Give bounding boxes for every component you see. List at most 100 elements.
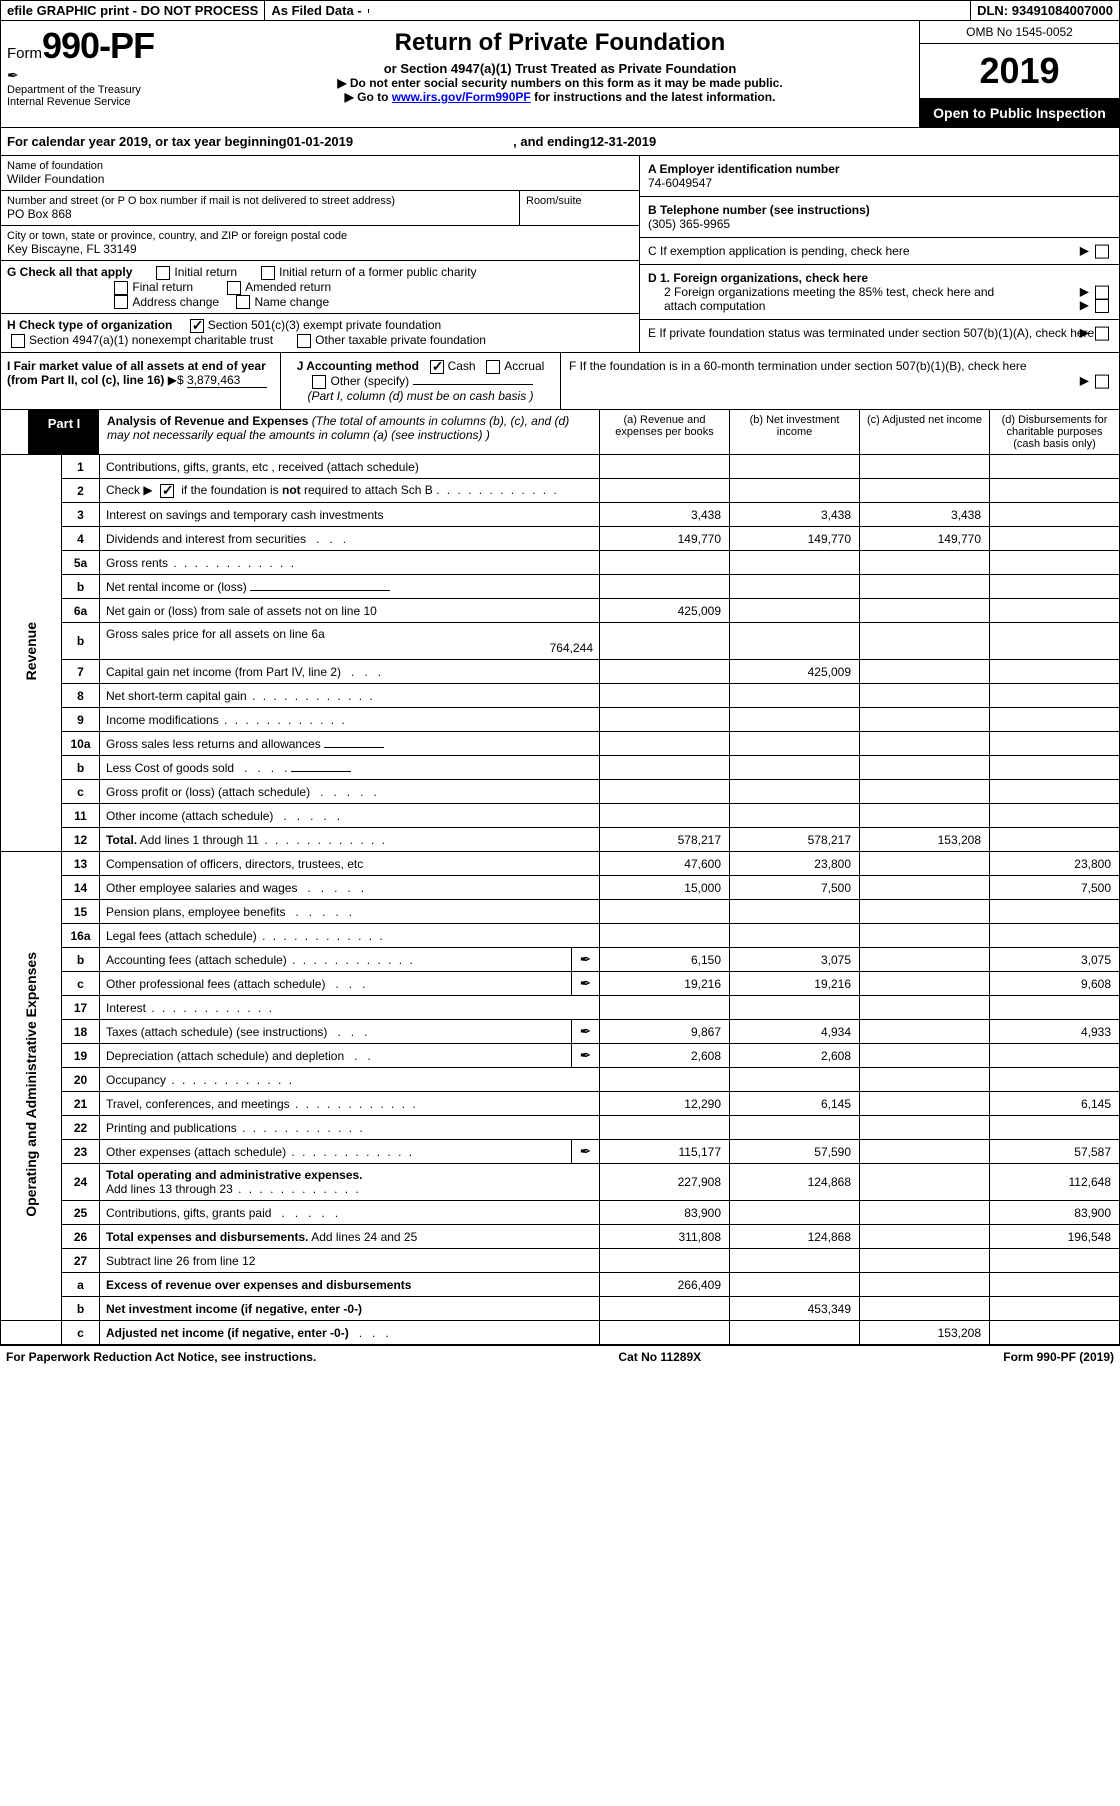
attachment-icon[interactable]: ✒: [580, 1047, 592, 1063]
section-h: H Check type of organization Section 501…: [1, 314, 639, 352]
checkbox-501c3[interactable]: [190, 319, 204, 333]
section-i: I Fair market value of all assets at end…: [1, 353, 281, 409]
attachment-icon[interactable]: ✒: [580, 1143, 592, 1159]
paperwork-notice: For Paperwork Reduction Act Notice, see …: [6, 1350, 316, 1364]
table-row: 17 Interest: [1, 996, 1120, 1020]
checkbox-4947a1[interactable]: [11, 334, 25, 348]
table-row: 27 Subtract line 26 from line 12: [1, 1249, 1120, 1273]
section-j: J Accounting method Cash Accrual Other (…: [281, 353, 561, 409]
part-label: Part I: [29, 410, 99, 454]
attachment-icon[interactable]: ✒: [580, 975, 592, 991]
form-title-block: Return of Private Foundation or Section …: [201, 21, 919, 127]
ijf-row: I Fair market value of all assets at end…: [0, 353, 1120, 410]
table-row: c Gross profit or (loss) (attach schedul…: [1, 780, 1120, 804]
attachment-icon[interactable]: ✒: [580, 951, 592, 967]
table-row: b Less Cost of goods sold . . . .: [1, 756, 1120, 780]
checkbox-sch-b[interactable]: [160, 484, 174, 498]
form-header: Form990-PF ✒ Department of the Treasury …: [0, 21, 1120, 128]
checkbox-exemption-pending[interactable]: [1095, 244, 1109, 258]
dln: DLN: 93491084007000: [970, 1, 1119, 20]
open-to-public: Open to Public Inspection: [920, 99, 1119, 127]
table-row: 18 Taxes (attach schedule) (see instruct…: [1, 1020, 1120, 1044]
checkbox-name-change[interactable]: [236, 295, 250, 309]
table-row: b Gross sales price for all assets on li…: [1, 623, 1120, 660]
revenue-section-label: Revenue: [1, 455, 62, 852]
calendar-year-row: For calendar year 2019, or tax year begi…: [0, 128, 1120, 156]
checkbox-60month[interactable]: [1095, 374, 1109, 388]
form-subtitle: or Section 4947(a)(1) Trust Treated as P…: [207, 61, 913, 76]
checkbox-85pct-test[interactable]: [1095, 299, 1109, 313]
street-address: PO Box 868: [7, 207, 513, 221]
phone: (305) 365-9965: [648, 217, 730, 231]
col-c-head: (c) Adjusted net income: [859, 410, 989, 454]
table-row: 15 Pension plans, employee benefits . . …: [1, 900, 1120, 924]
col-a-head: (a) Revenue and expenses per books: [599, 410, 729, 454]
table-row: b Net investment income (if negative, en…: [1, 1297, 1120, 1321]
expenses-section-label: Operating and Administrative Expenses: [1, 852, 62, 1321]
table-row: 9 Income modifications: [1, 708, 1120, 732]
room-suite: Room/suite: [519, 191, 639, 225]
form-id-block: Form990-PF ✒ Department of the Treasury …: [1, 21, 201, 127]
table-row: 12 Total. Add lines 1 through 11 578,217…: [1, 828, 1120, 852]
table-row: 16a Legal fees (attach schedule): [1, 924, 1120, 948]
efile-notice: efile GRAPHIC print - DO NOT PROCESS: [1, 1, 264, 20]
table-row: 2 Check ▶ if the foundation is not requi…: [1, 479, 1120, 503]
table-row: Revenue 1 Contributions, gifts, grants, …: [1, 455, 1120, 479]
table-row: 19 Depreciation (attach schedule) and de…: [1, 1044, 1120, 1068]
checkbox-amended-return[interactable]: [227, 281, 241, 295]
table-row: b Net rental income or (loss): [1, 575, 1120, 599]
attachment-icon[interactable]: ✒: [580, 1023, 592, 1039]
table-row: 10a Gross sales less returns and allowan…: [1, 732, 1120, 756]
table-row: 11 Other income (attach schedule) . . . …: [1, 804, 1120, 828]
omb-number: OMB No 1545-0052: [920, 21, 1119, 44]
col-b-head: (b) Net investment income: [729, 410, 859, 454]
checkbox-status-terminated[interactable]: [1095, 326, 1109, 340]
table-row: c Other professional fees (attach schedu…: [1, 972, 1120, 996]
table-row: 22 Printing and publications: [1, 1116, 1120, 1140]
section-g: G Check all that apply Initial return In…: [1, 261, 639, 314]
table-row: 3 Interest on savings and temporary cash…: [1, 503, 1120, 527]
checkbox-address-change[interactable]: [114, 295, 128, 309]
tax-year: 2019: [920, 44, 1119, 99]
fmv-assets: 3,879,463: [187, 373, 267, 388]
table-row: 7 Capital gain net income (from Part IV,…: [1, 660, 1120, 684]
table-row: 8 Net short-term capital gain: [1, 684, 1120, 708]
entity-info: Name of foundation Wilder Foundation Num…: [0, 156, 1120, 353]
table-row: a Excess of revenue over expenses and di…: [1, 1273, 1120, 1297]
table-row: 4 Dividends and interest from securities…: [1, 527, 1120, 551]
year-block: OMB No 1545-0052 2019 Open to Public Ins…: [919, 21, 1119, 127]
ein: 74-6049547: [648, 176, 712, 190]
col-d-head: (d) Disbursements for charitable purpose…: [989, 410, 1119, 454]
part1-table: Revenue 1 Contributions, gifts, grants, …: [0, 455, 1120, 1346]
instructions-link[interactable]: www.irs.gov/Form990PF: [392, 90, 531, 104]
table-row: 14 Other employee salaries and wages . .…: [1, 876, 1120, 900]
checkbox-final-return[interactable]: [114, 281, 128, 295]
irs-logo-icon: ✒: [7, 67, 195, 84]
table-row: 24 Total operating and administrative ex…: [1, 1164, 1120, 1201]
page-footer: For Paperwork Reduction Act Notice, see …: [0, 1345, 1120, 1368]
checkbox-initial-return-former[interactable]: [261, 266, 275, 280]
table-row: 23 Other expenses (attach schedule) ✒ 11…: [1, 1140, 1120, 1164]
top-bar: efile GRAPHIC print - DO NOT PROCESS As …: [0, 0, 1120, 21]
part1-header: Part I Analysis of Revenue and Expenses …: [0, 410, 1120, 455]
foundation-name: Wilder Foundation: [7, 172, 633, 186]
table-row: 6a Net gain or (loss) from sale of asset…: [1, 599, 1120, 623]
form-page-ref: Form 990-PF (2019): [1003, 1350, 1114, 1364]
checkbox-cash[interactable]: [430, 360, 444, 374]
table-row: Operating and Administrative Expenses 13…: [1, 852, 1120, 876]
table-row: b Accounting fees (attach schedule) ✒ 6,…: [1, 948, 1120, 972]
checkbox-other-taxable[interactable]: [297, 334, 311, 348]
section-f: F If the foundation is in a 60-month ter…: [561, 353, 1119, 409]
checkbox-initial-return[interactable]: [156, 266, 170, 280]
table-row: c Adjusted net income (if negative, ente…: [1, 1321, 1120, 1345]
checkbox-accrual[interactable]: [486, 360, 500, 374]
city-state-zip: Key Biscayne, FL 33149: [7, 242, 633, 256]
checkbox-other-method[interactable]: [312, 375, 326, 389]
table-row: 26 Total expenses and disbursements. Add…: [1, 1225, 1120, 1249]
form-title: Return of Private Foundation: [207, 29, 913, 57]
table-row: 25 Contributions, gifts, grants paid . .…: [1, 1201, 1120, 1225]
table-row: 21 Travel, conferences, and meetings 12,…: [1, 1092, 1120, 1116]
as-filed-label: As Filed Data -: [264, 1, 367, 20]
table-row: 20 Occupancy: [1, 1068, 1120, 1092]
catalog-number: Cat No 11289X: [618, 1350, 701, 1364]
